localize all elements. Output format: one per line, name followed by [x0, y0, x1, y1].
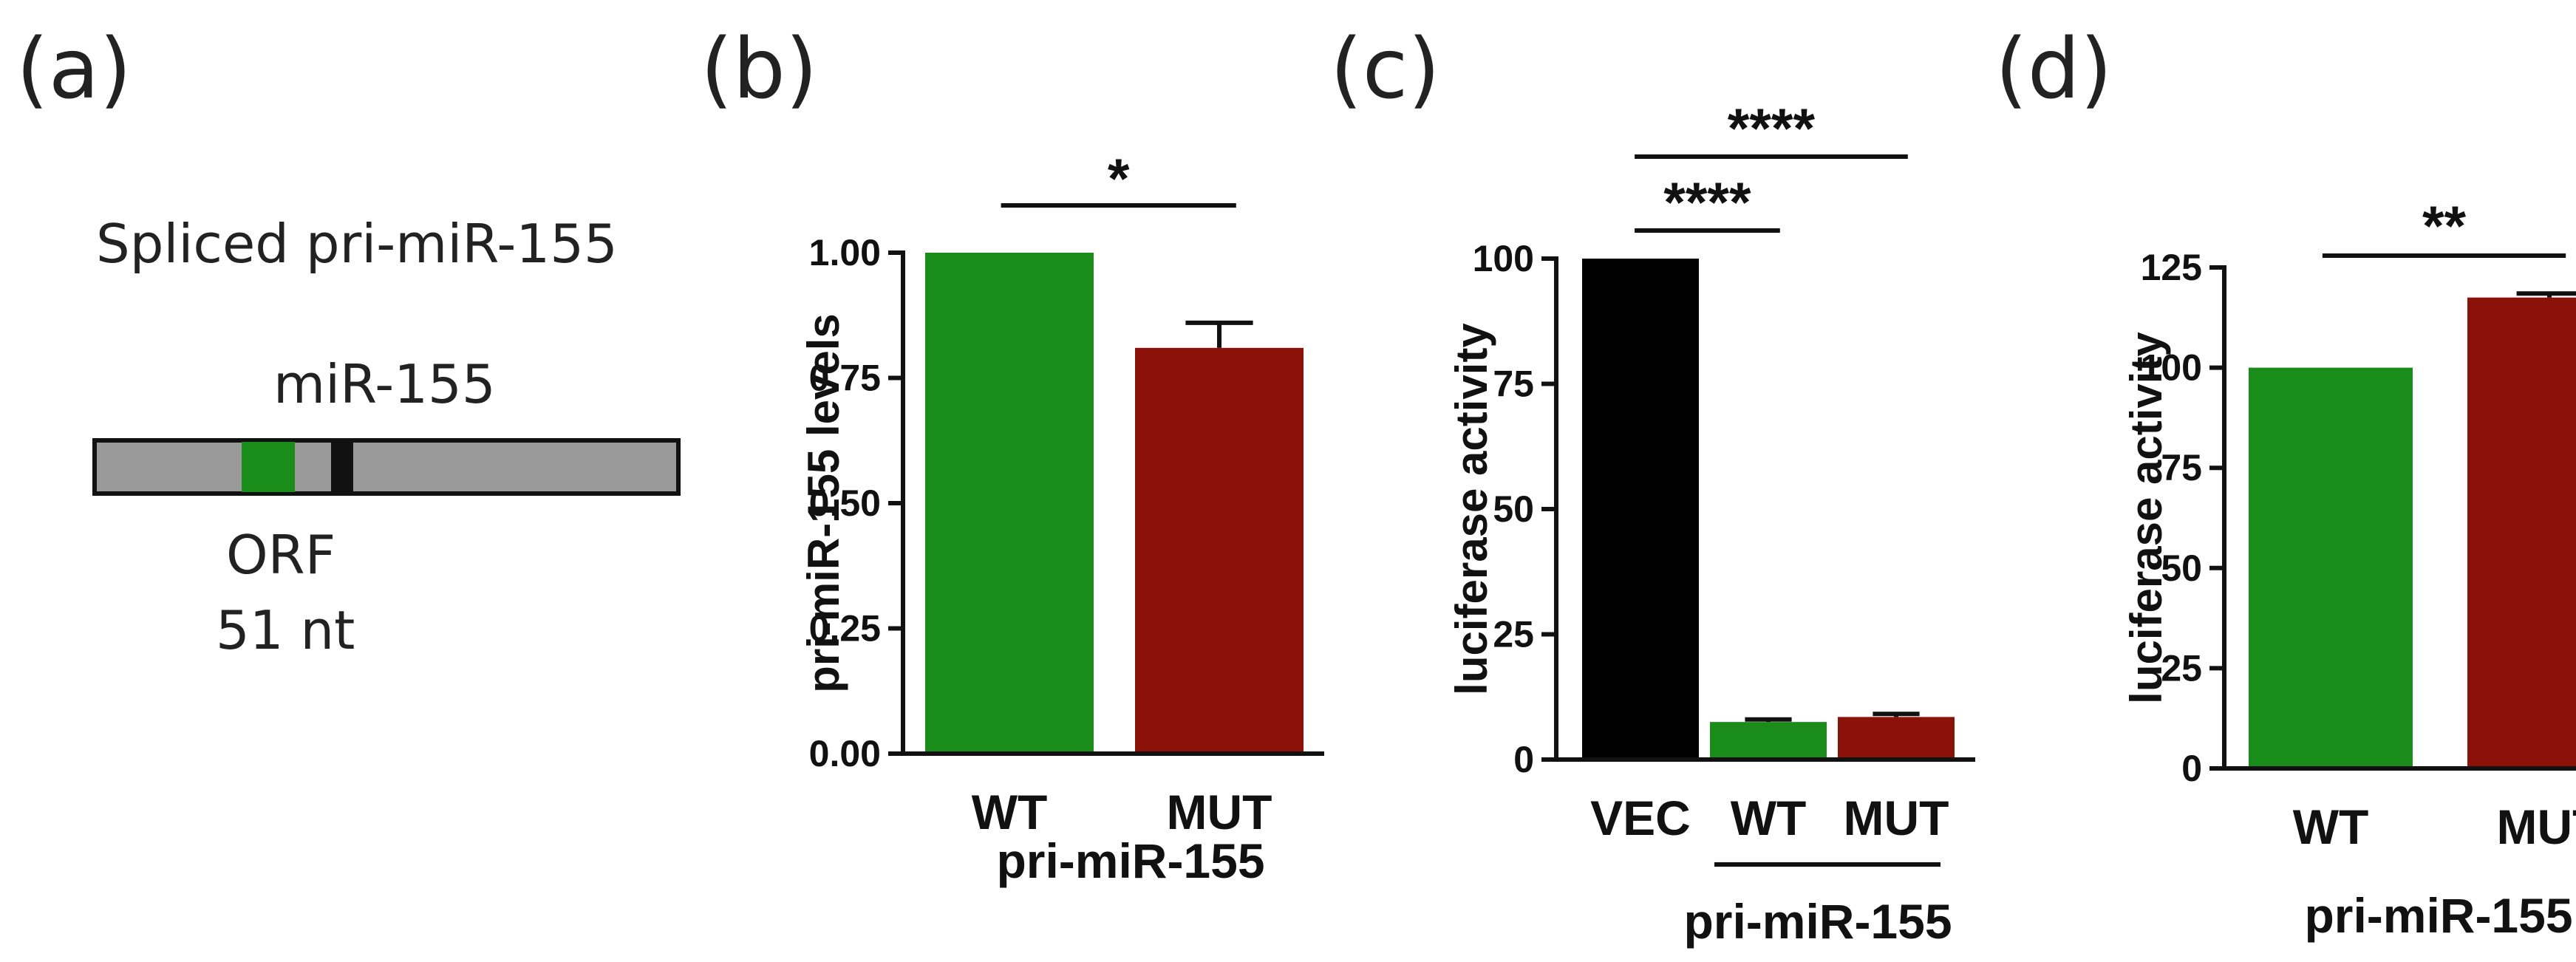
y-tick-label: 0.00: [809, 733, 881, 774]
y-tick-label: 50: [1493, 488, 1534, 530]
bar-mut: [1838, 717, 1955, 760]
group-label: pri-miR-155: [2304, 888, 2572, 943]
y-tick-label: 25: [1493, 614, 1534, 655]
orf-label: ORF: [226, 524, 335, 586]
y-tick-label: 0: [2181, 748, 2202, 789]
y-tick-label: 0: [1513, 739, 1534, 780]
panel-d-label: (d): [1995, 21, 2112, 117]
significance-stars: ****: [1728, 98, 1816, 160]
panel-d: (d) WT MUT 0 25 50 75 100 125 luciferase activit…: [1995, 21, 2576, 943]
y-tick-label: 125: [2141, 247, 2202, 288]
y-tick-label: 75: [1493, 364, 1534, 405]
bar-wt: [925, 253, 1094, 754]
y-tick-label: 0.25: [809, 608, 881, 649]
bar-vec: [1582, 259, 1699, 760]
category-label: MUT: [1167, 785, 1272, 839]
y-tick-label: 50: [2161, 547, 2202, 589]
mir-segment: [331, 442, 353, 492]
group-label: pri-miR-155: [1683, 894, 1952, 949]
y-tick-label: 75: [2161, 447, 2202, 488]
category-label: WT: [1731, 791, 1807, 845]
y-axis-label: luciferase activity: [1447, 323, 1496, 695]
y-tick-label: 0.50: [809, 482, 881, 524]
orf-length: 51 nt: [216, 599, 355, 661]
panel-a: (a) Spliced pri-miR-155 miR-155 ORF 51 n…: [16, 21, 681, 661]
panel-b-label: (b): [701, 21, 817, 117]
transcript-title: Spliced pri-miR-155: [96, 213, 618, 275]
significance-stars: ****: [1663, 171, 1751, 234]
bar-wt: [2249, 367, 2413, 769]
significance-stars: *: [1108, 148, 1130, 211]
y-axis-label: pri-miR-155 levels: [799, 313, 848, 693]
bar-mut: [2467, 297, 2576, 768]
category-label: WT: [2293, 799, 2369, 854]
transcript-bar: [92, 438, 681, 496]
category-label: MUT: [1844, 791, 1949, 845]
category-label: WT: [972, 785, 1048, 839]
category-label: VEC: [1590, 791, 1691, 845]
mir-label: miR-155: [273, 353, 496, 415]
y-axis-label: luciferase activity: [2122, 332, 2171, 704]
bar-mut: [1135, 347, 1304, 754]
orf-segment: [242, 442, 295, 492]
bar-wt: [1710, 722, 1827, 760]
y-tick-label: 100: [1473, 238, 1534, 279]
panel-a-label: (a): [16, 21, 132, 117]
significance-stars: **: [2422, 195, 2467, 258]
y-tick-label: 1.00: [809, 232, 881, 273]
y-tick-label: 25: [2161, 647, 2202, 689]
group-label: pri-miR-155: [996, 833, 1264, 888]
panel-c: (c) VEC WT MUT 0 25 50 75 100 luciferase activit…: [1330, 21, 1975, 949]
y-tick-label: 100: [2141, 347, 2202, 389]
y-tick-label: 0.75: [809, 358, 881, 399]
panel-b: (b) WT MUT 0.00 0.25 0.50 0.75 1.00 pri-miR-155…: [701, 21, 1324, 888]
panel-c-label: (c): [1330, 21, 1440, 117]
category-label: MUT: [2497, 799, 2576, 854]
